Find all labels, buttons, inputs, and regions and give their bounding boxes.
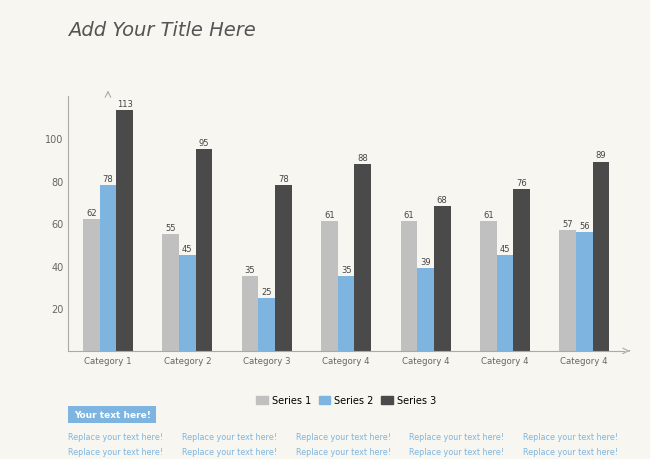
Text: 78: 78 [278,174,289,184]
Bar [400,222,417,351]
Text: 25: 25 [261,287,272,296]
Text: Replace your text here!: Replace your text here! [410,447,504,456]
Text: 56: 56 [579,221,590,230]
Text: 45: 45 [500,245,510,253]
Text: Replace your text here!: Replace your text here! [410,432,504,442]
Bar [354,164,371,351]
Text: Replace your text here!: Replace your text here! [182,432,277,442]
Text: 57: 57 [562,219,573,228]
Bar [116,111,133,351]
Text: Replace your text here!: Replace your text here! [68,447,163,456]
Text: Replace your text here!: Replace your text here! [523,447,618,456]
Bar [593,162,609,351]
Bar [196,150,213,351]
Text: Replace your text here!: Replace your text here! [296,432,391,442]
Text: 113: 113 [117,100,133,109]
Text: Replace your text here!: Replace your text here! [523,432,618,442]
Bar [162,235,179,351]
Bar [480,222,497,351]
Legend: Series 1, Series 2, Series 3: Series 1, Series 2, Series 3 [252,392,440,409]
Text: 61: 61 [404,211,414,219]
Text: 88: 88 [358,153,368,162]
Text: 55: 55 [165,223,176,232]
Text: 62: 62 [86,208,97,218]
Bar [83,219,99,351]
Bar [497,256,514,351]
Text: 61: 61 [483,211,493,219]
Bar [99,185,116,351]
Bar [321,222,338,351]
Bar [576,232,593,351]
Text: Replace your text here!: Replace your text here! [182,447,277,456]
Bar [417,269,434,351]
Bar [259,298,275,351]
Text: 35: 35 [341,266,352,274]
Bar [559,230,576,351]
Text: Your text here!: Your text here! [73,410,151,419]
Text: 35: 35 [245,266,255,274]
Text: 89: 89 [595,151,606,160]
Text: 78: 78 [103,174,113,184]
Text: 61: 61 [324,211,335,219]
Text: 39: 39 [420,257,431,266]
Text: 45: 45 [182,245,192,253]
Text: 76: 76 [516,179,527,188]
Bar [275,185,292,351]
Bar [434,207,450,351]
Bar [242,277,259,351]
Text: Replace your text here!: Replace your text here! [296,447,391,456]
Bar [514,190,530,351]
Text: 68: 68 [437,196,448,205]
Text: Add Your Title Here: Add Your Title Here [68,21,256,39]
Bar [179,256,196,351]
Text: 95: 95 [199,138,209,147]
Bar [338,277,354,351]
Text: Replace your text here!: Replace your text here! [68,432,163,442]
